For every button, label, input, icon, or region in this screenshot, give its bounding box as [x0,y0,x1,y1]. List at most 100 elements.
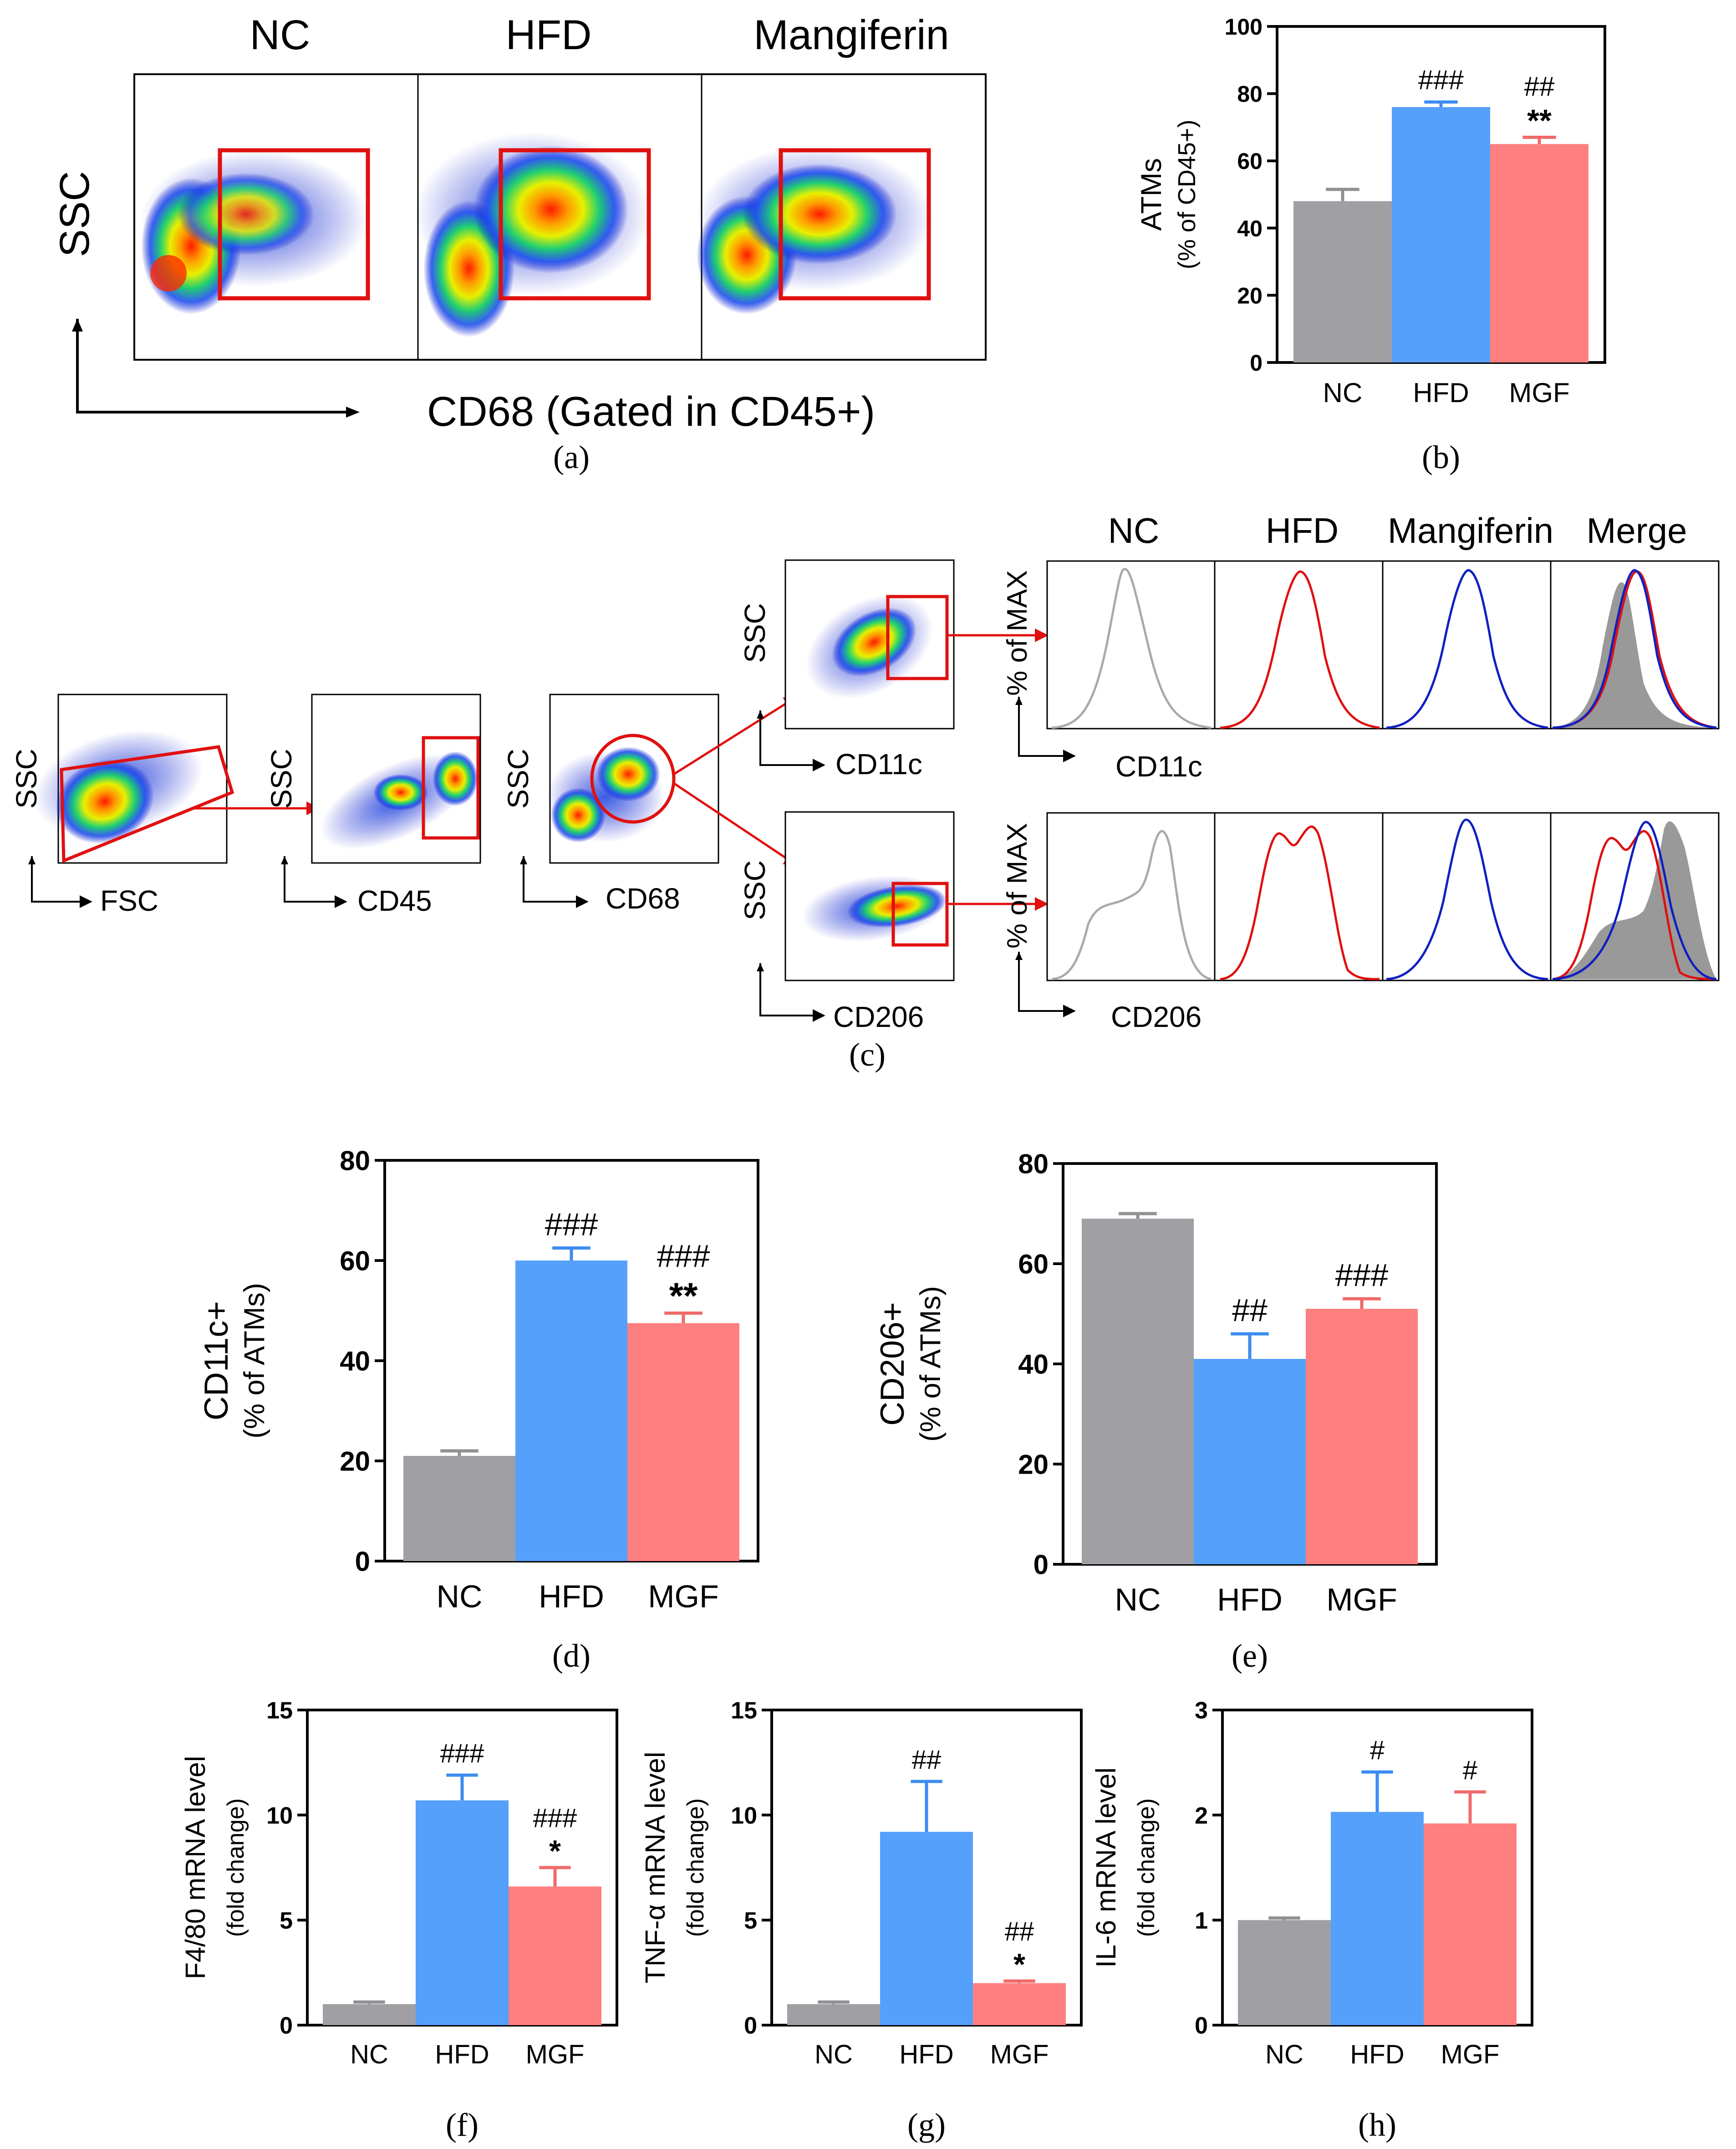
y-label-e: CD206+ [873,1302,911,1426]
y-tick-label-e-2: 40 [1018,1349,1049,1380]
gate-rect-cd206 [891,882,949,947]
y-tick-label-f-0: 0 [280,2013,293,2039]
sub2-y: SSC [738,860,771,920]
bar-h-nc [1238,1920,1331,2025]
chart-h: 0 1 2 3 NC HFD # MGF # IL-6 mRNA level (fold chang… [1090,1698,1533,2143]
hist2-y: % of MAX [1002,823,1033,949]
hist-cd11c-merge-nc [1553,582,1716,728]
y-tick-label-b-3: 60 [1237,148,1263,174]
gate2-x: CD45 [357,884,432,917]
bar-f-nc [323,2004,416,2025]
y-sublabel-f: (fold change) [223,1798,249,1937]
col-label-nc: NC [250,12,311,58]
annotation-b-1-0: ### [1418,65,1464,95]
y-tick-label-h-0: 0 [1195,2013,1208,2039]
bar-e-mgf [1306,1309,1418,1564]
annotation-g-2-0: ## [1005,1917,1034,1946]
annotation-e-1-0: ## [1232,1292,1268,1328]
bar-b-nc [1293,201,1392,362]
annotation-h-2-0: # [1463,1756,1477,1785]
y-tick-label-d-0: 0 [355,1547,370,1577]
sub1-y: SSC [738,603,771,663]
caption-a: (a) [553,439,590,475]
gate-rect-cd45 [422,736,480,840]
y-tick-label-e-3: 60 [1018,1249,1049,1280]
annotation-g-2-1: * [1013,1948,1025,1982]
sub1-x: CD11c [835,748,922,781]
bar-f-hfd [416,1800,509,2025]
y-tick-label-d-2: 40 [340,1346,370,1377]
y-label-f: F4/80 mRNA level [180,1756,211,1980]
y-sublabel-d: (% of ATMs) [239,1283,270,1439]
axis-arrows-a [76,319,346,413]
y-tick-label-e-0: 0 [1033,1550,1049,1580]
x-label-e-1: HFD [1217,1582,1283,1618]
gate-polygon-fsc [60,745,234,863]
y-tick-label-g-0: 0 [744,2013,757,2039]
y-tick-label-g-2: 10 [731,1802,757,1829]
gate3-y: SSC [502,749,535,809]
x-label-g-1: HFD [899,2040,953,2069]
scatter-mangiferin [697,146,933,314]
caption-e: (e) [1232,1638,1268,1674]
caption-g: (g) [907,2107,946,2143]
gate-rect-cd11c [886,595,949,680]
caption-h: (h) [1358,2107,1396,2143]
x-label-d-0: NC [436,1579,482,1614]
bar-h-mgf [1424,1823,1517,2025]
caption-b: (b) [1422,439,1460,475]
gate-mangiferin [779,148,931,301]
y-tick-label-f-2: 10 [266,1802,293,1829]
bar-d-hfd [515,1261,627,1561]
annotation-f-2-1: * [549,1835,561,1868]
hist-cd11c-hfd [1220,570,1380,729]
col-label-mangiferin: Mangiferin [753,12,949,58]
hist2-x: CD206 [1111,1000,1201,1033]
y-label-h: IL-6 mRNA level [1090,1767,1121,1968]
annotation-f-1-0: ### [440,1739,484,1768]
gate-circle-cd68 [590,734,676,824]
y-tick-label-d-3: 60 [340,1246,370,1276]
gate3-x: CD68 [606,882,680,915]
y-tick-label-b-1: 20 [1237,283,1263,308]
bar-g-nc [787,2004,880,2025]
bar-d-nc [403,1456,515,1561]
scatter-nc [141,148,370,314]
hist-cd206-merge-mgf [1552,821,1717,980]
x-label-g-0: NC [815,2040,853,2069]
y-tick-label-f-1: 5 [280,1908,293,1934]
x-label-b-1: HFD [1413,378,1469,408]
panel-c: SSC FSC SSC CD45 SSC CD68 SSC [10,510,1720,1073]
caption-d: (d) [552,1638,591,1674]
hist1-y: % of MAX [1002,570,1033,696]
x-label-f-0: NC [350,2040,388,2069]
hist-col-hfd: HFD [1266,510,1339,551]
y-tick-label-b-0: 0 [1250,350,1263,376]
y-tick-label-h-1: 1 [1195,1908,1208,1934]
x-label-h-0: NC [1265,2040,1303,2069]
bar-e-nc [1082,1219,1194,1564]
annotation-d-1-0: ### [545,1207,598,1242]
bar-g-mgf [973,1983,1066,2025]
y-tick-label-d-1: 20 [340,1446,370,1477]
x-label-e-2: MGF [1326,1582,1397,1618]
x-label-h-1: HFD [1350,2040,1404,2069]
y-tick-label-b-4: 80 [1237,82,1263,107]
y-tick-label-b-5: 100 [1225,14,1263,40]
caption-c: (c) [849,1036,886,1073]
x-label-f-1: HFD [435,2040,489,2069]
hist-col-mangiferin: Mangiferin [1388,510,1553,551]
x-label-e-0: NC [1115,1582,1161,1618]
gate-hfd [499,148,651,301]
y-sublabel-e: (% of ATMs) [915,1286,947,1442]
y-axis-ssc: SSC [51,171,98,257]
y-sublabel-b: (% of CD45+) [1173,120,1201,270]
y-label-d: CD11c+ [197,1301,235,1420]
hist-cd11c-mgf [1386,569,1548,729]
annotation-g-1-0: ## [912,1745,942,1775]
annotation-b-2-0: ## [1524,71,1555,102]
y-tick-label-g-1: 5 [744,1908,757,1934]
